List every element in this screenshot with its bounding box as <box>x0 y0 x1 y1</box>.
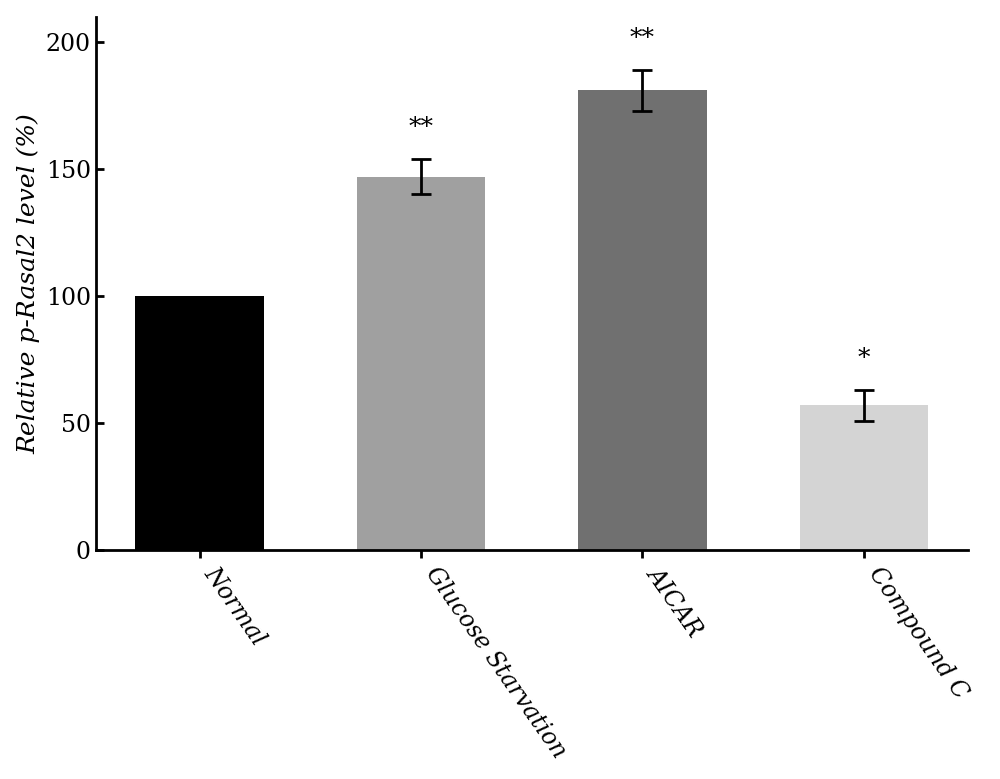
Text: *: * <box>858 347 870 370</box>
Bar <box>800 405 928 550</box>
Bar <box>578 90 707 550</box>
Bar <box>357 177 485 550</box>
Y-axis label: Relative p-Rasal2 level (%): Relative p-Rasal2 level (%) <box>17 113 40 453</box>
Text: **: ** <box>630 26 655 50</box>
Bar <box>135 296 264 550</box>
Text: **: ** <box>408 115 433 139</box>
